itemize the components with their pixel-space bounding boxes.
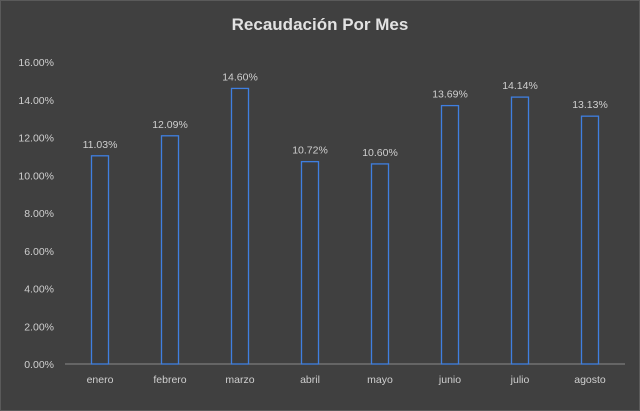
category-label: enero (87, 374, 114, 386)
category-labels-group: enero febrero marzo abril mayo junio julio agos… (87, 374, 606, 386)
data-label: 11.03% (83, 139, 118, 151)
y-tick-label: 16.00% (18, 57, 54, 69)
data-label: 14.60% (222, 71, 258, 83)
category-label: mayo (367, 374, 393, 386)
bar-abril (300, 161, 320, 365)
y-tick-label: 0.00% (24, 359, 54, 371)
bar-julio (510, 96, 530, 365)
data-label: 14.14% (502, 80, 538, 92)
chart-title: Recaudación Por Mes (232, 15, 409, 34)
category-label: abril (300, 374, 320, 386)
category-label: febrero (153, 374, 186, 386)
data-label: 13.69% (432, 89, 468, 101)
bar-junio (440, 104, 460, 365)
y-tick-label: 8.00% (24, 208, 54, 220)
y-tick-label: 2.00% (24, 321, 54, 333)
y-tick-label: 4.00% (24, 284, 54, 296)
bar-marzo (230, 87, 250, 365)
bar-mayo (370, 163, 390, 365)
bar-febrero (160, 135, 180, 365)
data-label: 12.09% (152, 119, 188, 131)
data-labels-group: 11.03% 12.09% 14.60% 10.72% 10.60% 13.69% 14.1… (83, 71, 608, 159)
category-label: julio (510, 374, 530, 386)
y-tick-label: 12.00% (18, 133, 54, 145)
category-label: junio (438, 374, 461, 386)
y-tick-label: 6.00% (24, 246, 54, 258)
bar-agosto (580, 115, 600, 365)
bar-enero (90, 155, 110, 365)
data-label: 10.60% (362, 147, 398, 159)
bars-group (90, 87, 600, 365)
category-label: marzo (225, 374, 254, 386)
data-label: 13.13% (572, 99, 608, 111)
y-tick-label: 14.00% (18, 95, 54, 107)
y-axis-ticks: 0.00% 2.00% 4.00% 6.00% 8.00% 10.00% 12.00% 14.… (18, 57, 54, 371)
data-label: 10.72% (292, 145, 328, 157)
category-label: agosto (574, 374, 606, 386)
y-tick-label: 10.00% (18, 170, 54, 182)
